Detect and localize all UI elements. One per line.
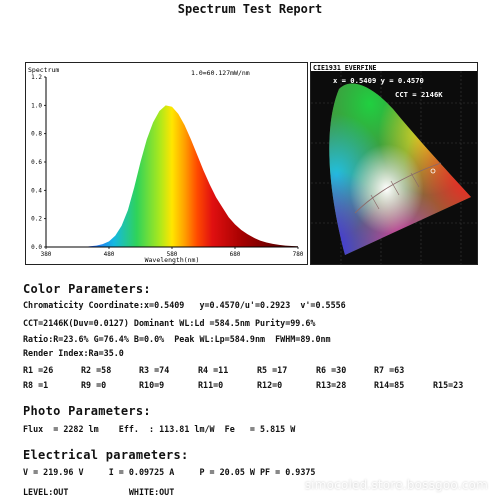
- r10-value: R10=9: [139, 380, 165, 390]
- electrical-parameters-heading: Electrical parameters:: [23, 448, 189, 462]
- x-tick-label: 580: [167, 251, 178, 258]
- x-tick-label: 380: [41, 251, 52, 258]
- spectrum-chart-panel: 0.0 0.2 0.4 0.6 0.8 1.0 1.2 380 480 580 680 780 Sp…: [25, 62, 308, 265]
- r15-value: R15=23: [433, 380, 464, 390]
- y-tick-label: 0.4: [31, 187, 42, 194]
- level-line: LEVEL:OUT WHITE:OUT: [23, 487, 175, 497]
- flux-line: Flux = 2282 lm Eff. : 113.81 lm/W Fe = 5…: [23, 424, 296, 434]
- x-tick-label: 680: [230, 251, 241, 258]
- r4-value: R4 =11: [198, 365, 229, 375]
- r14-value: R14=85: [374, 380, 405, 390]
- r8-value: R8 =1: [23, 380, 49, 390]
- r7-value: R7 =63: [374, 365, 405, 375]
- color-parameters-heading: Color Parameters:: [23, 282, 151, 296]
- r12-value: R12=0: [257, 380, 283, 390]
- chromaticity-line: Chromaticity Coordinate:x=0.5409 y=0.457…: [23, 300, 346, 310]
- x-tick-label: 480: [104, 251, 115, 258]
- spectrum-chart: 0.0 0.2 0.4 0.6 0.8 1.0 1.2 380 480 580 680 780 Sp…: [28, 66, 304, 264]
- cie-coordinates: x = 0.5409 y = 0.4570: [333, 76, 424, 85]
- spectrum-label: Spectrum: [28, 66, 59, 74]
- spectrum-area: [83, 105, 298, 247]
- y-tick-label: 0.8: [31, 131, 42, 138]
- planckian-locus: [354, 162, 442, 214]
- r11-value: R11=0: [198, 380, 224, 390]
- render-index-line: Render Index:Ra=35.0: [23, 348, 124, 358]
- r6-value: R6 =30: [316, 365, 347, 375]
- photo-parameters-heading: Photo Parameters:: [23, 404, 151, 418]
- y-tick-label: 1.2: [31, 74, 42, 81]
- watermark: simocoled.store.bossgoo.com: [304, 478, 488, 492]
- y-tick-label: 0.6: [31, 159, 42, 166]
- r2-value: R2 =58: [81, 365, 112, 375]
- r5-value: R5 =17: [257, 365, 288, 375]
- cie-title: CIE1931 EVERFINE: [313, 64, 377, 72]
- cct-line: CCT=2146K(Duv=0.0127) Dominant WL:Ld =58…: [23, 318, 316, 328]
- r9-value: R9 =0: [81, 380, 107, 390]
- r3-value: R3 =74: [139, 365, 170, 375]
- y-tick-label: 0.2: [31, 216, 42, 223]
- ratio-line: Ratio:R=23.6% G=76.4% B=0.0% Peak WL:Lp=…: [23, 334, 331, 344]
- r13-value: R13=28: [316, 380, 347, 390]
- cie-diagram: CIE1931 EVERFINE x = 0.5409 y = 0.4570 C…: [311, 63, 477, 264]
- cie-cct: CCT = 2146K: [395, 90, 443, 99]
- isotemperature-lines: [370, 172, 420, 210]
- cie-chromaticity-panel: CIE1931 EVERFINE x = 0.5409 y = 0.4570 C…: [310, 62, 478, 265]
- y-tick-label: 0.0: [31, 244, 42, 251]
- electrical-line: V = 219.96 V I = 0.09725 A P = 20.05 W P…: [23, 467, 316, 477]
- measured-point-marker: [430, 168, 436, 174]
- normalization-note: 1.0=60.127mW/nm: [191, 69, 250, 77]
- y-tick-label: 1.0: [31, 102, 42, 109]
- x-tick-label: 780: [293, 251, 304, 258]
- r1-value: R1 =26: [23, 365, 54, 375]
- x-axis-label: Wavelength(nm): [145, 256, 200, 264]
- report-title: Spectrum Test Report: [177, 2, 323, 16]
